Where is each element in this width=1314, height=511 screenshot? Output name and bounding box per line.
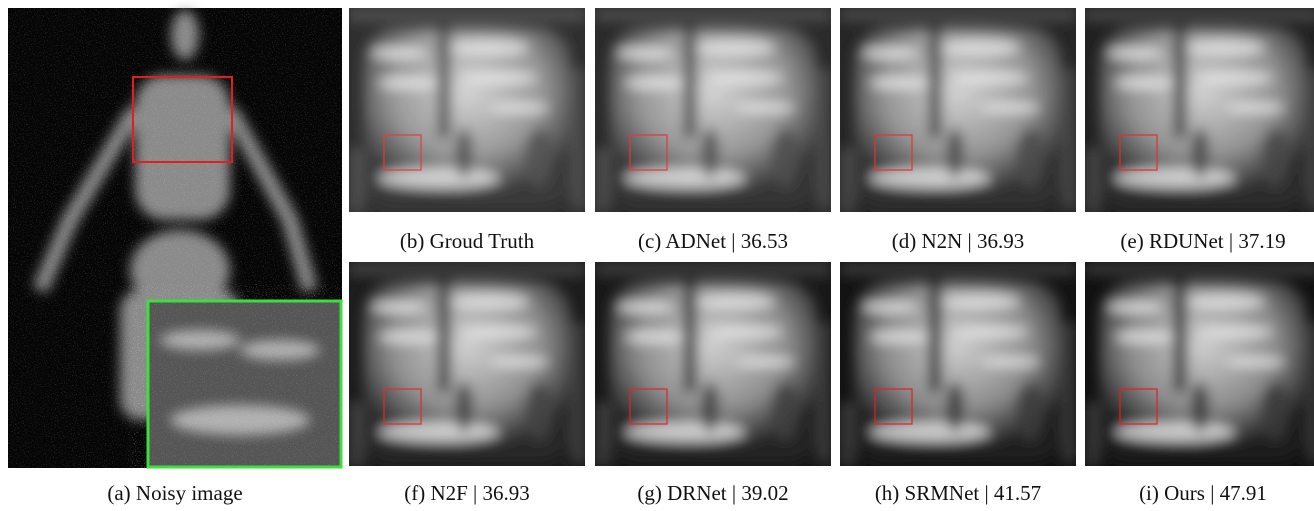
result-image — [595, 8, 831, 212]
result-image — [1085, 262, 1314, 466]
result-image — [840, 262, 1076, 466]
panel-grid: (b) Groud Truth (c) ADNet | 36.53 (d) N2N … — [349, 8, 1314, 505]
caption: (b) Groud Truth — [400, 229, 535, 253]
caption: (d) N2N | 36.93 — [892, 229, 1025, 253]
caption: (c) ADNet | 36.53 — [638, 229, 788, 253]
result-image — [595, 262, 831, 466]
result-image — [349, 8, 585, 212]
caption: (g) DRNet | 39.02 — [637, 481, 788, 505]
figure: (a) Noisy image (b) Groud Truth (c) ADNet… — [0, 0, 1314, 511]
result-image — [840, 8, 1076, 212]
noisy-image — [8, 8, 342, 468]
caption: (h) SRMNet | 41.57 — [875, 481, 1041, 505]
caption: (i) Ours | 47.91 — [1139, 481, 1267, 505]
caption: (f) N2F | 36.93 — [404, 481, 530, 505]
caption: (e) RDUNet | 37.19 — [1120, 229, 1285, 253]
caption: (a) Noisy image — [107, 481, 242, 505]
result-image — [1085, 8, 1314, 212]
result-image — [349, 262, 585, 466]
